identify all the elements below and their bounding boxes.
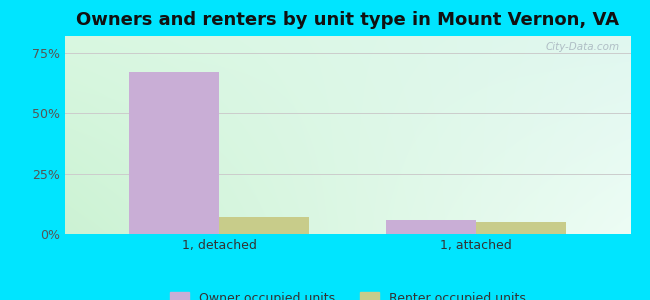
- Bar: [219, 217, 309, 234]
- Title: Owners and renters by unit type in Mount Vernon, VA: Owners and renters by unit type in Mount…: [76, 11, 619, 29]
- Bar: [476, 222, 566, 234]
- Bar: [386, 220, 476, 234]
- Bar: [129, 72, 219, 234]
- Text: City-Data.com: City-Data.com: [545, 42, 619, 52]
- Legend: Owner occupied units, Renter occupied units: Owner occupied units, Renter occupied un…: [164, 285, 532, 300]
